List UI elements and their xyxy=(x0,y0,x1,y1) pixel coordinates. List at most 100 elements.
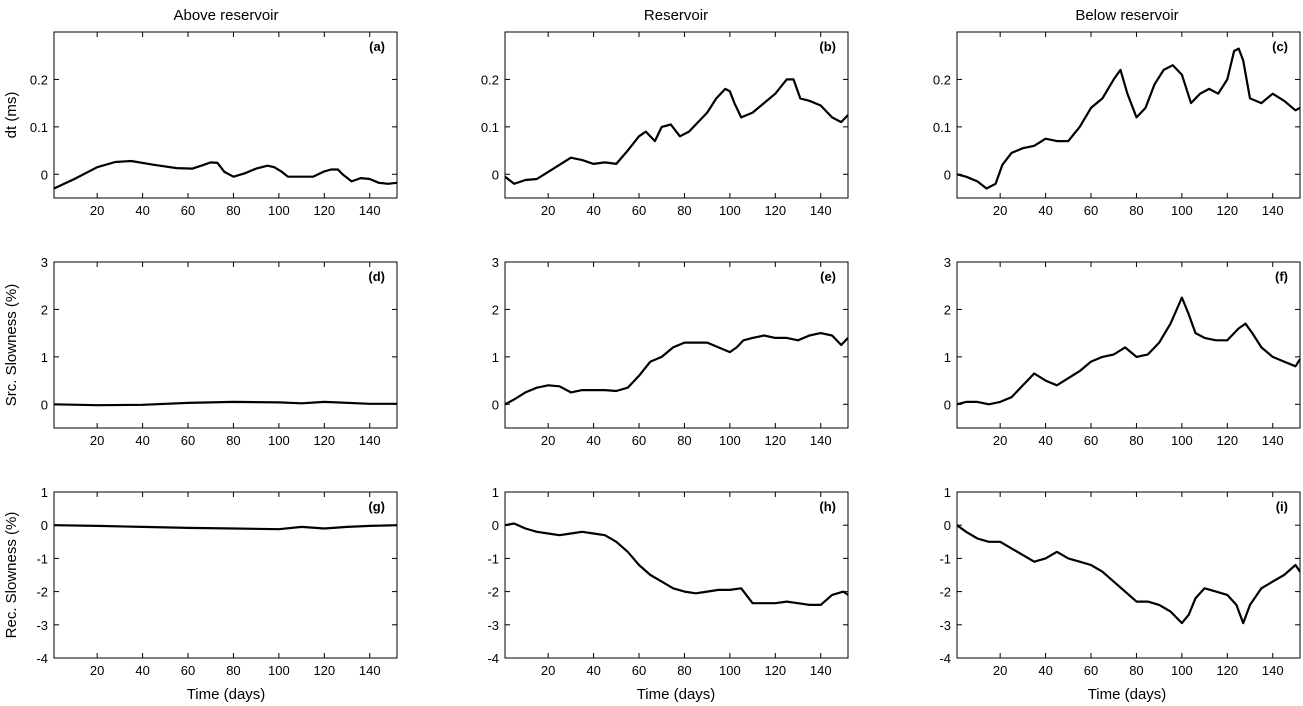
plot-frame xyxy=(956,261,1301,429)
x-tick-label: 80 xyxy=(677,433,691,448)
x-tick-label: 60 xyxy=(1084,663,1098,678)
panel-label: (c) xyxy=(1272,39,1288,54)
x-tick-label: 60 xyxy=(632,203,646,218)
x-tick-label: 20 xyxy=(541,663,555,678)
y-tick-label: 0.2 xyxy=(933,72,951,87)
x-tick-label: 120 xyxy=(764,663,786,678)
x-tick-label: 120 xyxy=(1216,663,1238,678)
series-line xyxy=(504,332,849,406)
x-tick-label: 120 xyxy=(313,433,335,448)
y-tick-label: 3 xyxy=(41,255,48,270)
y-tick-label: 1 xyxy=(944,485,951,500)
x-tick-label: 120 xyxy=(764,433,786,448)
x-tick-label: 100 xyxy=(1171,663,1193,678)
y-tick-label: -4 xyxy=(36,651,48,666)
y-tick-label: -3 xyxy=(36,618,48,633)
x-tick-label: 80 xyxy=(1129,663,1143,678)
series-line xyxy=(53,159,398,190)
plot-frame xyxy=(956,31,1301,199)
series-line xyxy=(956,524,1301,625)
x-tick-label: 60 xyxy=(181,433,195,448)
y-tick-label: 1 xyxy=(41,350,48,365)
y-tick-label: 0.2 xyxy=(481,72,499,87)
y-tick-label: 1 xyxy=(492,350,499,365)
y-tick-label: -3 xyxy=(939,618,951,633)
y-tick-label: 3 xyxy=(492,255,499,270)
y-tick-label: 0 xyxy=(944,518,951,533)
y-tick-label: -2 xyxy=(939,585,951,600)
panel-d: 20 40 60 80 100 120 140 0 1 2 3 (d) xyxy=(41,255,398,448)
x-tick-label: 100 xyxy=(1171,203,1193,218)
y-tick-label: 1 xyxy=(492,485,499,500)
x-tick-label: 60 xyxy=(632,663,646,678)
x-tick-label: 40 xyxy=(586,663,600,678)
x-tick-label: 120 xyxy=(1216,203,1238,218)
y-tick-label: 1 xyxy=(944,350,951,365)
panel-f: 20 40 60 80 100 120 140 0 1 2 3 (f) xyxy=(944,255,1301,448)
series-line xyxy=(956,47,1301,190)
x-tick-label: 100 xyxy=(268,663,290,678)
x-tick-label: 20 xyxy=(993,663,1007,678)
plot-frame xyxy=(956,491,1301,659)
row-ylabel-dt: dt (ms) xyxy=(3,92,20,139)
x-tick-label: 120 xyxy=(313,203,335,218)
x-tick-label: 40 xyxy=(135,433,149,448)
plot-frame xyxy=(53,31,398,199)
x-tick-label: 100 xyxy=(1171,433,1193,448)
panel-b: 20 40 60 80 100 120 140 0 0.1 0.2 (b) xyxy=(481,31,849,218)
y-tick-label: 2 xyxy=(41,302,48,317)
y-tick-label: 0 xyxy=(944,397,951,412)
x-tick-label: 100 xyxy=(719,433,741,448)
y-tick-label: 0 xyxy=(944,167,951,182)
plot-frame xyxy=(504,31,849,199)
panel-label: (h) xyxy=(819,499,836,514)
row-ylabel-rec-slowness: Rec. Slowness (%) xyxy=(3,512,20,639)
xlabel-col-3: Time (days) xyxy=(1088,686,1167,703)
x-tick-label: 140 xyxy=(1262,203,1284,218)
series-line xyxy=(504,522,849,606)
panel-c: 20 40 60 80 100 120 140 0 0.1 0.2 (c) xyxy=(933,31,1301,218)
x-tick-label: 120 xyxy=(313,663,335,678)
y-tick-label: 3 xyxy=(944,255,951,270)
y-tick-label: -1 xyxy=(36,551,48,566)
x-tick-label: 140 xyxy=(1262,433,1284,448)
y-tick-label: 0 xyxy=(492,518,499,533)
x-tick-label: 140 xyxy=(810,663,832,678)
panel-label: (a) xyxy=(369,39,385,54)
y-tick-label: -2 xyxy=(36,585,48,600)
plot-frame xyxy=(53,491,398,659)
y-tick-label: 2 xyxy=(944,302,951,317)
series-line xyxy=(504,78,849,185)
y-tick-label: 0.1 xyxy=(481,120,499,135)
series-line xyxy=(956,296,1301,406)
x-tick-label: 40 xyxy=(1038,203,1052,218)
y-tick-label: 0 xyxy=(41,518,48,533)
x-tick-label: 100 xyxy=(719,663,741,678)
x-tick-label: 60 xyxy=(181,663,195,678)
y-tick-label: 0.1 xyxy=(933,120,951,135)
x-tick-label: 80 xyxy=(226,433,240,448)
y-tick-label: -2 xyxy=(487,585,499,600)
panel-a: 20 40 60 80 100 120 140 0 0.1 0.2 (a) xyxy=(30,31,398,218)
x-tick-label: 20 xyxy=(541,203,555,218)
panel-label: (i) xyxy=(1276,499,1288,514)
x-tick-label: 40 xyxy=(135,203,149,218)
x-tick-label: 120 xyxy=(764,203,786,218)
x-tick-label: 140 xyxy=(359,203,381,218)
x-tick-label: 80 xyxy=(677,203,691,218)
x-tick-label: 140 xyxy=(810,433,832,448)
x-tick-label: 140 xyxy=(359,663,381,678)
column-title-below: Below reservoir xyxy=(1075,7,1178,24)
x-tick-label: 20 xyxy=(541,433,555,448)
y-tick-label: 0 xyxy=(492,397,499,412)
row-ylabel-src-slowness: Src. Slowness (%) xyxy=(3,284,20,407)
panel-label: (d) xyxy=(368,269,385,284)
x-tick-label: 140 xyxy=(359,433,381,448)
y-tick-label: 0 xyxy=(41,397,48,412)
panel-i: 20 40 60 80 100 120 140 -4 -3 -2 -1 0 1 (i) xyxy=(939,485,1301,678)
x-tick-label: 140 xyxy=(1262,663,1284,678)
plot-frame xyxy=(53,261,398,429)
x-tick-label: 20 xyxy=(90,433,104,448)
panel-label: (e) xyxy=(820,269,836,284)
